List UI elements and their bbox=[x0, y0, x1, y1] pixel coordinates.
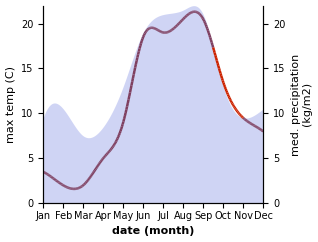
Y-axis label: max temp (C): max temp (C) bbox=[5, 66, 16, 143]
X-axis label: date (month): date (month) bbox=[112, 227, 194, 236]
Y-axis label: med. precipitation
(kg/m2): med. precipitation (kg/m2) bbox=[291, 53, 313, 156]
